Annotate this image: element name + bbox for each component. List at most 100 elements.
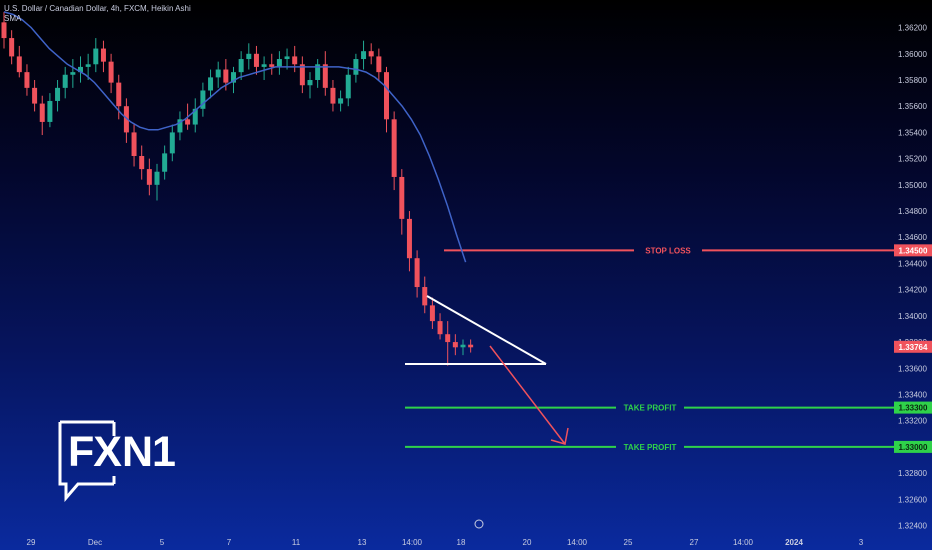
- y-tick-label: 1.34200: [898, 286, 927, 295]
- candle-body: [368, 51, 374, 57]
- candle-body: [192, 108, 198, 125]
- candle-body: [108, 61, 114, 83]
- candle-body: [200, 90, 206, 109]
- candle-body: [24, 72, 30, 88]
- price-tag: [894, 244, 932, 257]
- candle-body: [177, 119, 183, 133]
- y-tick-label: 1.34000: [898, 312, 927, 321]
- x-tick-label: 3: [859, 538, 864, 547]
- candle-body: [62, 74, 68, 88]
- indicator-label: SMA: [4, 14, 22, 23]
- logo-text-fx: FX: [68, 428, 122, 476]
- candle-body: [406, 218, 412, 259]
- price-tag-text: 1.34500: [899, 246, 928, 255]
- y-tick-label: 1.35000: [898, 181, 927, 190]
- x-tick-label: 29: [27, 538, 36, 547]
- symbol-title: U.S. Dollar / Canadian Dollar, 4h, FXCM,…: [4, 4, 191, 13]
- candle-body: [139, 156, 145, 170]
- x-tick-label: 27: [690, 538, 699, 547]
- candle-body: [429, 305, 435, 322]
- x-tick-label: 20: [523, 538, 532, 547]
- pattern-group: [405, 295, 569, 445]
- time-axis[interactable]: 29 Dec 5 7 11 13 14:00 18 20 14:00 25 27 14:00 2024 3: [27, 519, 864, 547]
- candle-body: [85, 64, 91, 67]
- y-tick-label: 1.32600: [898, 495, 927, 504]
- take-profit-label: TAKE PROFIT: [624, 404, 677, 413]
- price-tag: [894, 401, 932, 414]
- fxn1-logo: FX N1: [56, 418, 186, 502]
- candle-body: [269, 64, 275, 67]
- y-tick-label: 1.33600: [898, 364, 927, 373]
- candle-body: [384, 72, 389, 120]
- candle-body: [93, 48, 99, 65]
- y-tick-label: 1.32400: [898, 522, 927, 531]
- x-tick-label: 7: [227, 538, 232, 547]
- candle-body: [422, 287, 428, 306]
- candle-body: [1, 22, 7, 39]
- current-price-tag: [894, 340, 932, 353]
- candle-body: [261, 64, 267, 67]
- candle-body: [345, 74, 351, 99]
- candle-body: [47, 100, 53, 122]
- x-tick-label: 18: [457, 538, 466, 547]
- x-tick-label: 13: [358, 538, 367, 547]
- candle-body: [231, 72, 236, 83]
- candle-body: [353, 59, 359, 75]
- candle-body: [246, 53, 252, 60]
- current-price-text: 1.33764: [899, 343, 928, 352]
- candle-body: [307, 80, 313, 86]
- y-tick-label: 1.33200: [898, 417, 927, 426]
- y-tick-label: 1.32800: [898, 469, 927, 478]
- candle-body: [292, 56, 298, 65]
- x-tick-label: Dec: [88, 538, 102, 547]
- x-tick-label: 11: [292, 538, 301, 547]
- candles-group: [1, 11, 474, 366]
- candle-body: [70, 72, 76, 75]
- y-tick-label: 1.35200: [898, 155, 927, 164]
- x-tick-label: 14:00: [733, 538, 754, 547]
- candle-body: [162, 153, 168, 172]
- candle-body: [131, 132, 137, 156]
- candle-body: [399, 176, 405, 219]
- logo-text-n1: N1: [122, 428, 176, 476]
- y-tick-label: 1.34600: [898, 233, 927, 242]
- y-tick-label: 1.33400: [898, 390, 927, 399]
- x-tick-label: 14:00: [567, 538, 588, 547]
- price-tag-text: 1.33000: [899, 443, 928, 452]
- candle-body: [361, 51, 367, 60]
- candle-body: [32, 87, 38, 104]
- y-tick-label: 1.34400: [898, 259, 927, 268]
- x-tick-label: 2024: [785, 538, 803, 547]
- candle-body: [338, 98, 344, 104]
- take-profit-label: TAKE PROFIT: [624, 443, 677, 452]
- price-tag-text: 1.33300: [899, 404, 928, 413]
- y-tick-label: 1.36000: [898, 50, 927, 59]
- sma-group: [3, 11, 467, 263]
- price-tags: 1.34500 1.33300 1.33000 1.33764: [894, 244, 932, 453]
- candle-body: [223, 69, 229, 83]
- candle-body: [414, 258, 420, 288]
- candle-body: [100, 48, 106, 62]
- candle-body: [437, 321, 443, 335]
- candle-body: [16, 56, 22, 73]
- candle-body: [315, 64, 321, 80]
- sma-line: [3, 11, 467, 263]
- candle-body: [208, 77, 214, 91]
- y-tick-label: 1.36200: [898, 24, 927, 33]
- arrow-head: [550, 427, 569, 445]
- candle-body: [468, 344, 474, 348]
- candle-body: [276, 59, 282, 67]
- x-tick-label: 5: [160, 538, 165, 547]
- y-tick-label: 1.34800: [898, 207, 927, 216]
- candle-body: [284, 56, 290, 60]
- x-tick-label: 14:00: [402, 538, 423, 547]
- price-axis[interactable]: 1.36200 1.36000 1.35800 1.35600 1.35400 1.352…: [898, 24, 927, 531]
- y-tick-label: 1.35600: [898, 102, 927, 111]
- stop-loss-label: STOP LOSS: [645, 246, 691, 255]
- logo-frame-icon: [58, 420, 116, 502]
- candle-body: [322, 64, 328, 88]
- candle-body: [391, 119, 397, 177]
- candle-body: [299, 64, 305, 86]
